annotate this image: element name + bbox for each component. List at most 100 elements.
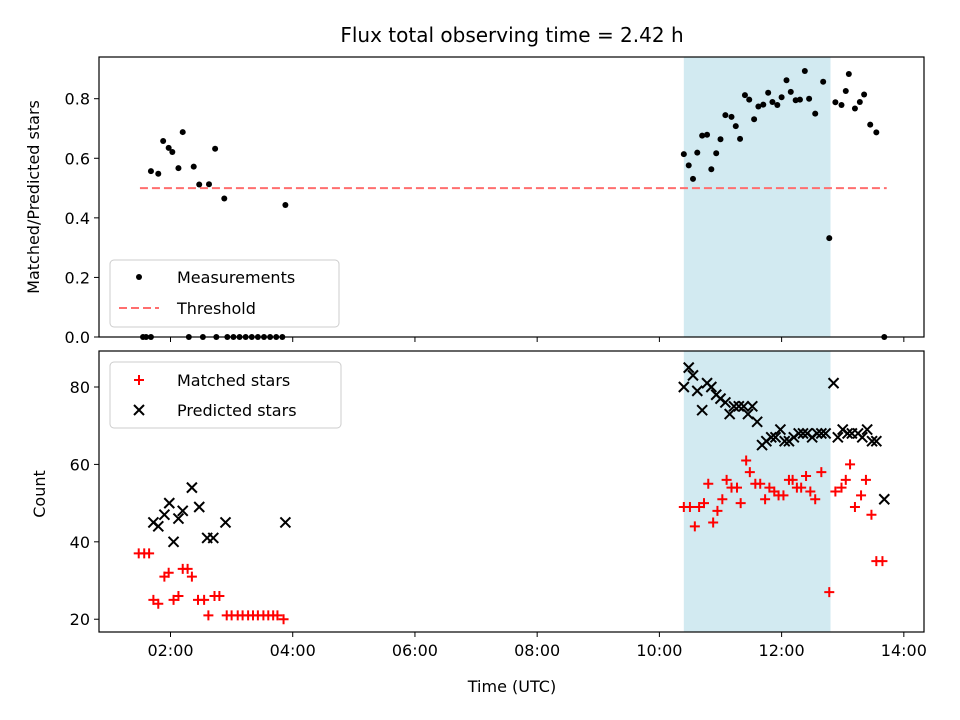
measurement-point	[842, 87, 849, 94]
predicted-star-point	[866, 435, 878, 447]
x-axis-label: Time (UTC)	[467, 677, 556, 696]
predicted-star-point	[158, 509, 171, 521]
bottom-legend: Matched stars Predicted stars	[109, 361, 342, 429]
y-tick-label: 60	[70, 455, 90, 474]
measurement-point	[796, 96, 803, 103]
matched-star-point	[182, 563, 193, 574]
measurement-point	[722, 112, 729, 119]
predicted-star-point	[687, 369, 699, 382]
measurement-point	[832, 99, 839, 106]
measurement-point	[190, 163, 197, 170]
measurement-point	[801, 68, 808, 74]
measurement-point	[165, 144, 172, 151]
measurement-point	[704, 131, 711, 138]
measurement-point	[755, 103, 762, 110]
top-axes-frame	[98, 56, 925, 338]
predicted-star-point	[177, 505, 189, 517]
matched-star-point	[684, 501, 695, 512]
predicted-star-point	[765, 431, 777, 444]
matched-star-point	[845, 459, 856, 470]
predicted-star-point	[172, 512, 185, 525]
matched-star-point	[186, 571, 197, 582]
measurement-point	[206, 181, 212, 188]
measurement-point	[221, 195, 228, 202]
legend-predicted-label: Predicted stars	[177, 401, 297, 420]
y-tick-label: 0.8	[65, 90, 90, 109]
measurement-point	[713, 150, 720, 157]
measurement-point	[732, 123, 739, 130]
y-tick-label: 20	[70, 610, 90, 629]
matched-star-point	[703, 478, 714, 489]
measurement-point	[820, 78, 827, 85]
measurement-point	[685, 162, 692, 169]
predicted-star-point	[819, 427, 832, 440]
legend-predicted-marker	[133, 404, 145, 416]
matched-star-point	[732, 482, 742, 493]
x-tick-label: 06:00	[392, 641, 438, 660]
matched-star-point	[801, 471, 812, 482]
predicted-star-point	[728, 400, 740, 413]
matched-star-point	[144, 548, 155, 559]
predicted-star-point	[793, 427, 805, 440]
measurement-point	[812, 110, 819, 117]
predicted-star-point	[870, 435, 883, 447]
matched-star-point	[699, 498, 709, 509]
predicted-star-point	[751, 416, 763, 428]
y-tick-label: 0.4	[65, 209, 90, 228]
measurement-point	[728, 113, 735, 120]
matched-star-point	[173, 591, 184, 602]
measurement-point	[155, 170, 162, 177]
measurement-point	[680, 151, 687, 158]
matched-star-point	[810, 494, 821, 505]
matched-star-point	[796, 482, 807, 493]
x-tick-label: 04:00	[270, 641, 316, 660]
predicted-star-point	[742, 408, 754, 420]
matched-star-point	[741, 455, 752, 466]
predicted-star-point	[167, 536, 180, 548]
measurement-point	[179, 129, 186, 136]
matched-star-point	[830, 486, 841, 497]
legend-matched-marker	[134, 375, 144, 385]
x-tick-label: 14:00	[881, 641, 927, 660]
matched-star-point	[278, 614, 289, 625]
y-tick-label: 0.0	[65, 328, 90, 347]
predicted-star-point	[841, 427, 854, 440]
measurement-point	[873, 129, 880, 136]
y-tick-label: 0.6	[65, 149, 90, 168]
measurement-point	[806, 95, 813, 102]
predicted-star-point	[719, 396, 732, 409]
matched-star-point	[836, 482, 847, 493]
matched-star-point	[866, 509, 877, 520]
measurement-point	[861, 91, 868, 98]
measurement-point	[741, 92, 748, 99]
matched-star-point	[856, 490, 867, 501]
measurement-point	[778, 94, 785, 101]
matched-star-point	[849, 501, 860, 512]
matched-star-point	[735, 498, 746, 509]
measurement-point	[867, 121, 874, 128]
top-y-axis-label: Matched/Predicted stars	[24, 100, 43, 294]
measurement-point	[845, 70, 852, 77]
predicted-star-point	[219, 516, 232, 529]
measurement-point	[694, 149, 701, 156]
matched-star-point	[824, 587, 835, 598]
matched-star-point	[708, 517, 719, 528]
legend-measurements-marker	[136, 274, 142, 280]
predicted-star-point	[774, 423, 787, 436]
measurement-point	[851, 105, 858, 112]
predicted-star-point	[778, 435, 791, 447]
predicted-star-point	[811, 427, 823, 440]
measurement-point	[699, 132, 706, 139]
predicted-star-point	[827, 377, 840, 389]
predicted-star-point	[723, 408, 736, 420]
predicted-star-point	[691, 385, 703, 397]
y-tick-label: 80	[70, 378, 90, 397]
y-tick-label: 40	[70, 533, 90, 552]
bottom-y-axis-label: Count	[30, 470, 49, 518]
predicted-star-point	[705, 381, 718, 393]
measurement-point	[765, 89, 772, 96]
measurement-point	[212, 145, 219, 152]
matched-star-point	[744, 467, 755, 478]
measurement-point	[690, 175, 696, 182]
